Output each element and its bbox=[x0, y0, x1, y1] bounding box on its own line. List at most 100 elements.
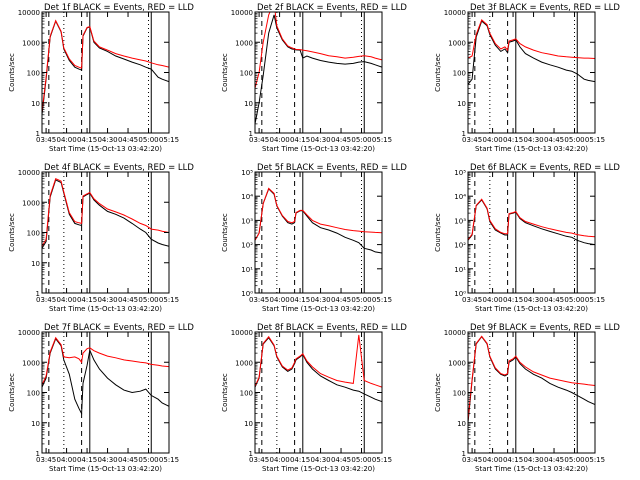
x-axis-label: Start Time (15-Oct-13 03:42:20) bbox=[262, 145, 375, 153]
x-tick-label: 04:45 bbox=[544, 136, 564, 144]
y-tick-label: 10000 bbox=[231, 9, 253, 17]
x-tick-label: 05:15 bbox=[372, 296, 392, 304]
y-axis-label: Counts/sec bbox=[221, 53, 229, 92]
y-tick-label: 1000 bbox=[22, 39, 40, 47]
x-axis-label: Start Time (15-Oct-13 03:42:20) bbox=[49, 465, 162, 473]
x-axis-label: Start Time (15-Oct-13 03:42:20) bbox=[475, 305, 588, 313]
x-tick-label: 03:45 bbox=[249, 136, 269, 144]
y-tick-label: 10000 bbox=[444, 9, 466, 17]
y-tick-label: 10⁵ bbox=[454, 169, 466, 177]
detector-panel-3: Det 3f BLACK = Events, RED = LLD 1 10 100 10… bbox=[434, 3, 620, 153]
y-tick-label: 100 bbox=[240, 70, 253, 78]
x-tick-label: 04:15 bbox=[503, 456, 523, 464]
x-tick-label: 04:15 bbox=[503, 136, 523, 144]
x-tick-label: 05:15 bbox=[159, 136, 179, 144]
y-tick-label: 1000 bbox=[22, 199, 40, 207]
lld-series-line bbox=[255, 12, 382, 89]
x-tick-label: 04:00 bbox=[482, 456, 502, 464]
y-axis-label: Counts/sec bbox=[434, 373, 442, 412]
x-tick-label: 04:00 bbox=[56, 136, 76, 144]
y-tick-label: 100 bbox=[453, 390, 466, 398]
y-tick-label: 10⁰ bbox=[241, 290, 253, 298]
x-tick-label: 05:00 bbox=[138, 136, 158, 144]
x-tick-label: 03:45 bbox=[36, 136, 56, 144]
x-tick-label: 04:15 bbox=[503, 296, 523, 304]
y-tick-label: 1 bbox=[36, 450, 40, 458]
y-tick-label: 10⁵ bbox=[241, 169, 253, 177]
x-tick-label: 04:00 bbox=[56, 296, 76, 304]
detector-panel-7: Det 7f BLACK = Events, RED = LLD 1 10 100 10… bbox=[8, 323, 194, 473]
y-tick-label: 10000 bbox=[444, 329, 466, 337]
x-axis-label: Start Time (15-Oct-13 03:42:20) bbox=[49, 145, 162, 153]
x-tick-label: 05:15 bbox=[585, 456, 605, 464]
plot-frame bbox=[41, 171, 170, 294]
events-series-line bbox=[468, 199, 595, 246]
x-tick-label: 05:00 bbox=[351, 456, 371, 464]
x-axis-label: Start Time (15-Oct-13 03:42:20) bbox=[475, 465, 588, 473]
detector-panel-4: Det 4f BLACK = Events, RED = LLD 1 10 100 10… bbox=[8, 163, 194, 313]
panel-title: Det 2f BLACK = Events, RED = LLD bbox=[257, 3, 407, 13]
x-tick-label: 04:45 bbox=[118, 296, 138, 304]
lld-series-line bbox=[42, 178, 169, 247]
x-tick-label: 05:15 bbox=[372, 136, 392, 144]
y-tick-label: 1 bbox=[36, 130, 40, 138]
detector-panel-8: Det 8f BLACK = Events, RED = LLD 1 10 100 10… bbox=[221, 323, 407, 473]
x-tick-label: 04:30 bbox=[310, 296, 330, 304]
plot-frame bbox=[467, 11, 596, 134]
events-series-line bbox=[42, 337, 169, 416]
panel-title: Det 9f BLACK = Events, RED = LLD bbox=[470, 323, 620, 333]
y-tick-label: 10 bbox=[244, 100, 253, 108]
y-tick-label: 10000 bbox=[18, 169, 40, 177]
x-axis-label: Start Time (15-Oct-13 03:42:20) bbox=[475, 145, 588, 153]
x-tick-label: 03:45 bbox=[249, 456, 269, 464]
x-axis-label: Start Time (15-Oct-13 03:42:20) bbox=[262, 465, 375, 473]
detector-panel-5: Det 5f BLACK = Events, RED = LLD 10⁰ 10¹ 10… bbox=[221, 163, 407, 313]
x-tick-label: 04:15 bbox=[290, 136, 310, 144]
x-tick-label: 04:15 bbox=[77, 296, 97, 304]
lld-series-line bbox=[42, 336, 169, 386]
x-tick-label: 05:15 bbox=[585, 136, 605, 144]
detector-panel-9: Det 9f BLACK = Events, RED = LLD 1 10 100 10… bbox=[434, 323, 620, 473]
x-tick-label: 04:45 bbox=[331, 456, 351, 464]
x-tick-label: 05:15 bbox=[159, 456, 179, 464]
y-tick-label: 1000 bbox=[235, 359, 253, 367]
x-tick-label: 04:45 bbox=[118, 136, 138, 144]
x-tick-label: 04:45 bbox=[331, 296, 351, 304]
events-series-line bbox=[42, 179, 169, 249]
x-tick-label: 04:15 bbox=[290, 456, 310, 464]
y-tick-label: 10³ bbox=[454, 217, 466, 225]
x-tick-label: 04:45 bbox=[118, 456, 138, 464]
y-tick-label: 10 bbox=[31, 420, 40, 428]
y-tick-label: 10 bbox=[457, 420, 466, 428]
x-tick-label: 05:00 bbox=[351, 296, 371, 304]
detector-panel-6: Det 6f BLACK = Events, RED = LLD 10⁰ 10¹ 10… bbox=[434, 163, 620, 313]
y-axis-label: Counts/sec bbox=[221, 213, 229, 252]
y-tick-label: 10000 bbox=[231, 329, 253, 337]
detector-panel-2: Det 2f BLACK = Events, RED = LLD 1 10 100 10… bbox=[221, 3, 407, 153]
y-tick-label: 10 bbox=[31, 100, 40, 108]
y-tick-label: 10¹ bbox=[454, 266, 466, 274]
panel-title: Det 8f BLACK = Events, RED = LLD bbox=[257, 323, 407, 333]
panel-title: Det 1f BLACK = Events, RED = LLD bbox=[44, 3, 194, 13]
panel-title: Det 5f BLACK = Events, RED = LLD bbox=[257, 163, 407, 173]
x-tick-label: 04:00 bbox=[269, 296, 289, 304]
x-tick-label: 03:45 bbox=[249, 296, 269, 304]
x-tick-label: 05:00 bbox=[138, 296, 158, 304]
y-tick-label: 10⁴ bbox=[454, 193, 466, 201]
events-series-line bbox=[468, 20, 595, 85]
x-tick-label: 04:00 bbox=[482, 296, 502, 304]
y-tick-label: 1 bbox=[462, 450, 466, 458]
events-series-line bbox=[468, 335, 595, 423]
y-tick-label: 10² bbox=[241, 242, 253, 250]
x-tick-label: 04:15 bbox=[290, 296, 310, 304]
y-tick-label: 100 bbox=[27, 230, 40, 238]
x-tick-label: 05:00 bbox=[564, 136, 584, 144]
y-axis-label: Counts/sec bbox=[221, 373, 229, 412]
x-tick-label: 04:30 bbox=[523, 456, 543, 464]
y-tick-label: 100 bbox=[240, 390, 253, 398]
panel-title: Det 3f BLACK = Events, RED = LLD bbox=[470, 3, 620, 13]
plot-frame bbox=[254, 11, 383, 134]
x-tick-label: 04:30 bbox=[523, 136, 543, 144]
events-series-line bbox=[42, 19, 169, 115]
x-tick-label: 03:45 bbox=[462, 136, 482, 144]
